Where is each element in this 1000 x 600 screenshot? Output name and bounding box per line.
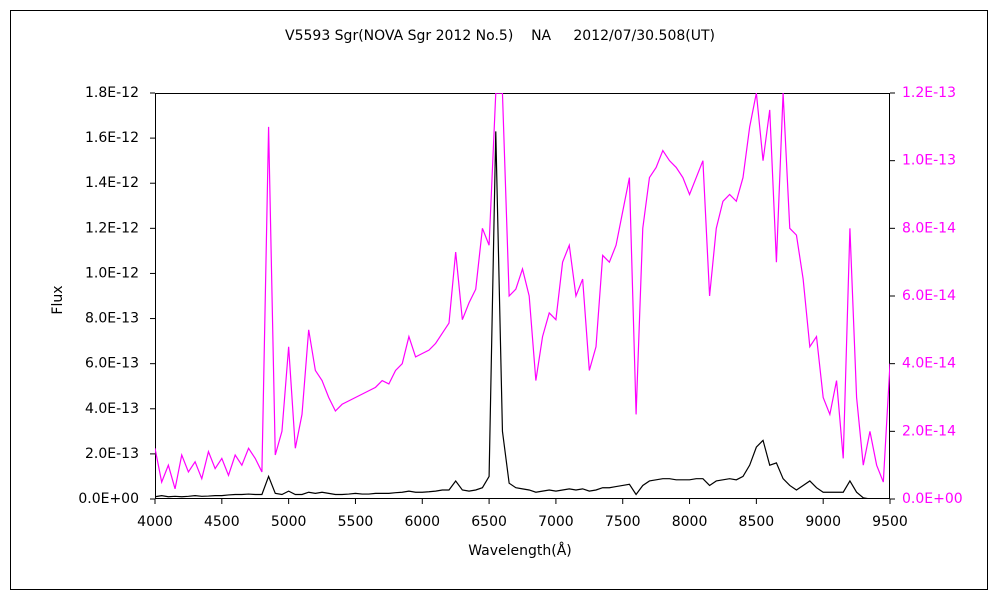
- x-tick-label: 9500: [872, 514, 908, 530]
- y2-tick-label: 8.0E-14: [902, 220, 956, 236]
- y2-tick-label: 6.0E-14: [902, 288, 956, 304]
- x-tick-label: 5000: [271, 514, 307, 530]
- plot-series: [155, 93, 890, 499]
- plot-area: [155, 93, 890, 499]
- y-axis-label: Flux: [50, 285, 66, 314]
- y-tick-label: 1.2E-12: [85, 220, 139, 236]
- x-axis-label: Wavelength(Å): [468, 542, 572, 559]
- x-tick-label: 4500: [204, 514, 240, 530]
- y-tick-label: 1.6E-12: [85, 130, 139, 146]
- x-tick-label: 8500: [739, 514, 775, 530]
- series-line: [155, 93, 890, 490]
- x-tick-label: 7000: [538, 514, 574, 530]
- x-tick-label: 5500: [338, 514, 374, 530]
- y2-tick-label: 0.0E+00: [902, 491, 963, 507]
- y-tick-label: 2.0E-13: [85, 446, 139, 462]
- x-tick-label: 6000: [404, 514, 440, 530]
- y-tick-label: 4.0E-13: [85, 401, 139, 417]
- x-tick-label: 4000: [137, 514, 173, 530]
- y-tick-label: 1.8E-12: [85, 85, 139, 101]
- y-tick-label: 1.0E-12: [85, 265, 139, 281]
- x-tick-label: 6500: [471, 514, 507, 530]
- series-line: [155, 131, 890, 499]
- y-tick-label: 6.0E-13: [85, 356, 139, 372]
- x-tick-label: 8000: [672, 514, 708, 530]
- y-tick-label: 1.4E-12: [85, 175, 139, 191]
- y-tick-label: 0.0E+00: [78, 491, 139, 507]
- y2-tick-label: 1.2E-13: [902, 85, 956, 101]
- y2-tick-label: 1.0E-13: [902, 153, 956, 169]
- chart-title: V5593 Sgr(NOVA Sgr 2012 No.5) NA 2012/07…: [285, 28, 715, 44]
- x-tick-label: 7500: [605, 514, 641, 530]
- y-tick-label: 8.0E-13: [85, 311, 139, 327]
- x-tick-label: 9000: [805, 514, 841, 530]
- y2-tick-label: 4.0E-14: [902, 356, 956, 372]
- frame: [10, 10, 988, 590]
- y2-tick-label: 2.0E-14: [902, 423, 956, 439]
